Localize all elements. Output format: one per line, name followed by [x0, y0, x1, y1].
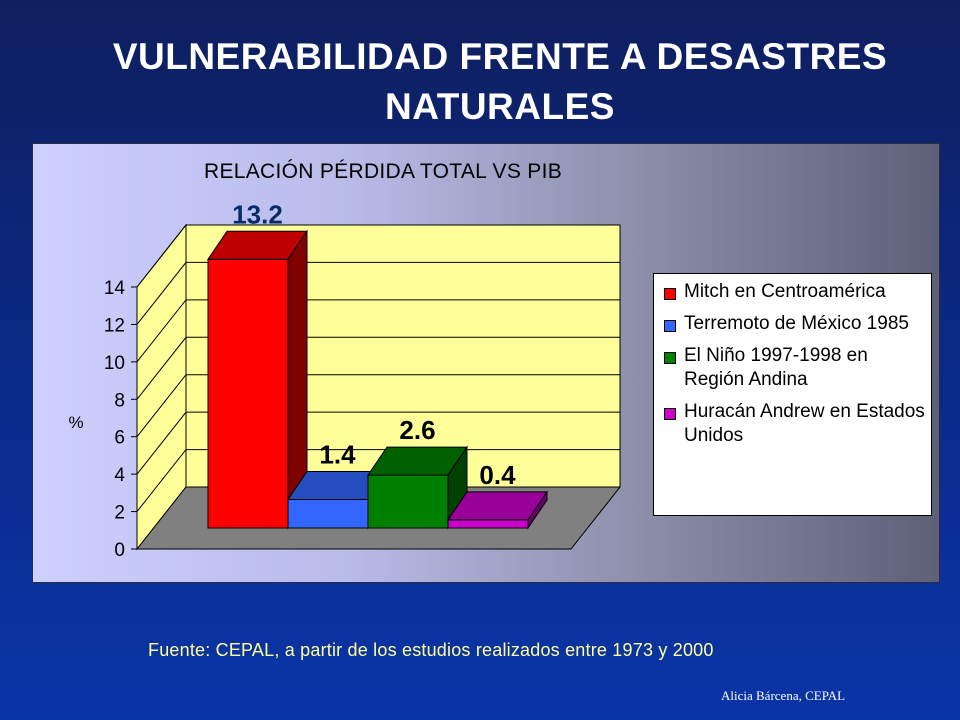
- bar-front: [447, 519, 529, 529]
- chart-legend: Mitch en Centroamérica Terremoto de Méxi…: [653, 273, 932, 516]
- gridline: [136, 261, 620, 325]
- y-tick-label: 2: [114, 503, 125, 524]
- legend-label: Huracán Andrew en Estados Unidos: [684, 401, 925, 446]
- gridline: [136, 411, 620, 475]
- legend-swatch: [664, 288, 676, 300]
- gridline: [136, 374, 620, 438]
- y-tick-label: 14: [104, 278, 126, 299]
- chart-title: RELACIÓN PÉRDIDA TOTAL VS PIB: [203, 160, 563, 183]
- bar-front: [287, 499, 369, 529]
- y-tick-label: 8: [114, 390, 125, 411]
- legend-label: Mitch en Centroamérica: [684, 281, 886, 302]
- data-label: 0.4: [479, 460, 516, 490]
- legend-label: El Niño 1997-1998 en Región Andina: [684, 345, 868, 390]
- gridline: [136, 336, 620, 400]
- data-label: 1.4: [319, 440, 356, 470]
- legend-item: El Niño 1997-1998 en Región Andina: [664, 344, 927, 392]
- slide-title: VULNERABILIDAD FRENTE A DESASTRES NATURA…: [112, 36, 888, 127]
- gridline: [136, 224, 620, 288]
- y-tick-label: 6: [114, 428, 125, 449]
- legend-swatch: [664, 320, 676, 332]
- author-credit: Alicia Bárcena, CEPAL: [721, 688, 846, 703]
- legend-item: Mitch en Centroamérica: [664, 280, 927, 304]
- legend-item: Huracán Andrew en Estados Unidos: [664, 400, 927, 448]
- data-label: 13.2: [232, 199, 283, 229]
- chart-panel: RELACIÓN PÉRDIDA TOTAL VS PIB 0 2 4 6 8 10 12 1…: [32, 143, 940, 583]
- bar-side: [527, 490, 548, 530]
- y-tick-label: 4: [114, 465, 125, 486]
- gridline: [136, 449, 620, 512]
- y-tick-label: 12: [104, 315, 125, 336]
- legend-label: Terremoto de México 1985: [684, 313, 909, 334]
- gridline: [136, 299, 620, 363]
- y-tick-label: 10: [104, 353, 125, 374]
- bar-front: [367, 474, 449, 529]
- bar-front: [207, 258, 289, 529]
- y-tick-label: 0: [114, 540, 125, 561]
- chart-plot: 0 2 4 6 8 10 12 14% 13.2 1.4 2.6 0.4: [68, 199, 622, 561]
- legend-swatch: [664, 352, 676, 364]
- y-axis-label: %: [68, 413, 83, 432]
- source-note: Fuente: CEPAL, a partir de los estudios …: [148, 640, 714, 660]
- data-label: 2.6: [399, 415, 435, 445]
- legend-item: Terremoto de México 1985: [664, 312, 927, 336]
- legend-swatch: [664, 408, 676, 420]
